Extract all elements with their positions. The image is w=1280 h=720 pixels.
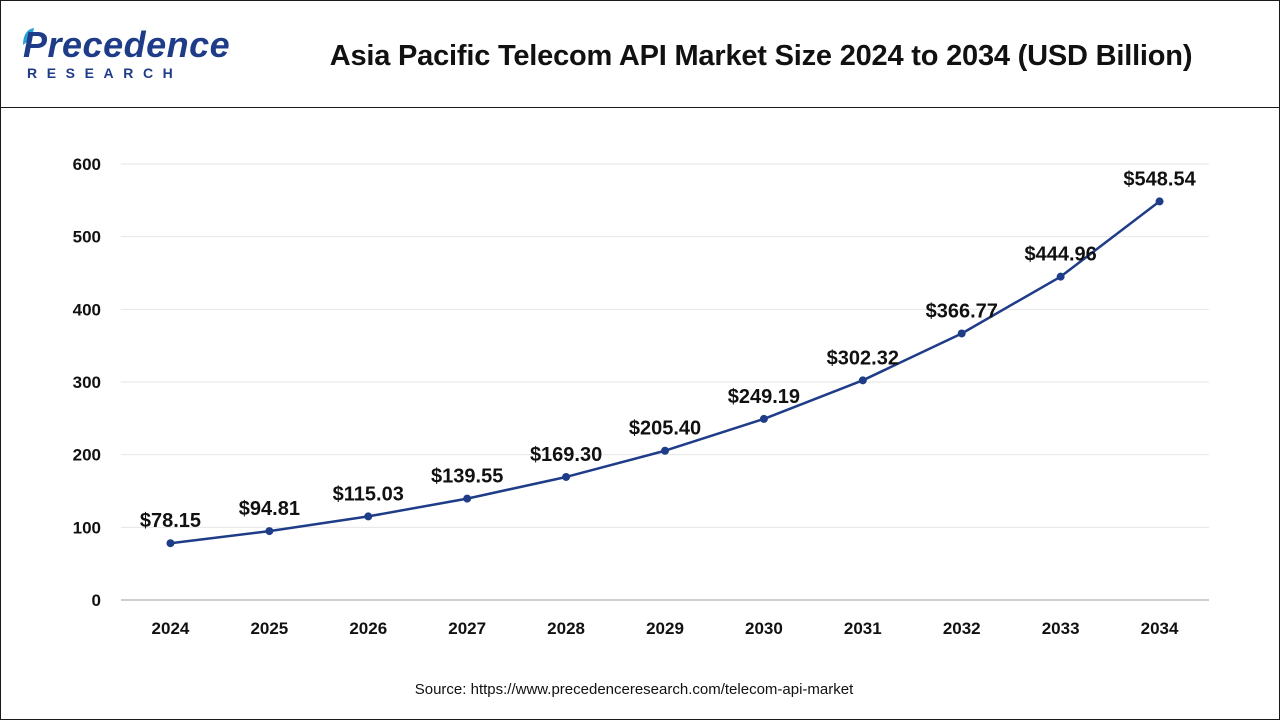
- logo-subtitle: RESEARCH: [27, 65, 183, 81]
- x-tick-label: 2025: [250, 619, 288, 638]
- x-tick-label: 2031: [844, 619, 882, 638]
- source-note: Source: https://www.precedenceresearch.c…: [414, 681, 854, 698]
- x-tick-label: 2034: [1141, 619, 1179, 638]
- data-point: [1155, 197, 1164, 206]
- y-tick-label: 400: [73, 300, 101, 319]
- x-tick-label: 2030: [745, 619, 783, 638]
- data-label: $78.15: [140, 510, 201, 532]
- y-tick-label: 0: [92, 591, 101, 610]
- x-tick-label: 2032: [943, 619, 981, 638]
- data-label: $444.96: [1024, 244, 1096, 266]
- x-tick-label: 2033: [1042, 619, 1080, 638]
- leaf-icon: [23, 28, 34, 45]
- chart-title: Asia Pacific Telecom API Market Size 202…: [329, 40, 1193, 72]
- x-tick-label: 2027: [448, 619, 486, 638]
- y-tick-label: 500: [73, 228, 101, 247]
- data-label: $249.19: [728, 386, 800, 408]
- line-chart: 0 100 200 300 400 500 600 2024 2025 2026 2027 2028 2…: [73, 155, 1209, 638]
- data-point: [1056, 272, 1065, 281]
- y-tick-label: 600: [73, 155, 101, 174]
- data-label: $115.03: [333, 483, 404, 505]
- data-label: $548.54: [1123, 168, 1196, 190]
- brand-logo: Precedence RESEARCH: [23, 25, 230, 85]
- data-point: [166, 539, 175, 548]
- data-label: $169.30: [530, 444, 602, 466]
- y-tick-label: 300: [73, 373, 101, 392]
- data-label: $302.32: [827, 347, 899, 369]
- data-point: [858, 376, 867, 385]
- data-label: $94.81: [239, 498, 300, 520]
- data-label: $139.55: [431, 466, 503, 488]
- y-tick-label: 100: [73, 518, 101, 537]
- data-point: [957, 329, 966, 338]
- data-point: [562, 472, 571, 481]
- data-point: [463, 494, 472, 503]
- data-point: [364, 512, 373, 521]
- series-line: [170, 200, 1161, 545]
- x-tick-label: 2028: [547, 619, 585, 638]
- logo-wordmark: Precedence: [23, 24, 231, 65]
- data-point: [759, 414, 768, 423]
- header: Precedence RESEARCH Asia Pacific Telecom…: [1, 1, 1279, 108]
- data-label: $366.77: [926, 300, 998, 322]
- x-tick-label: 2026: [349, 619, 387, 638]
- data-label: $205.40: [629, 418, 701, 440]
- x-tick-label: 2029: [646, 619, 684, 638]
- y-tick-label: 200: [73, 446, 101, 465]
- data-point: [265, 527, 274, 536]
- x-tick-label: 2024: [152, 619, 190, 638]
- data-point: [661, 446, 669, 455]
